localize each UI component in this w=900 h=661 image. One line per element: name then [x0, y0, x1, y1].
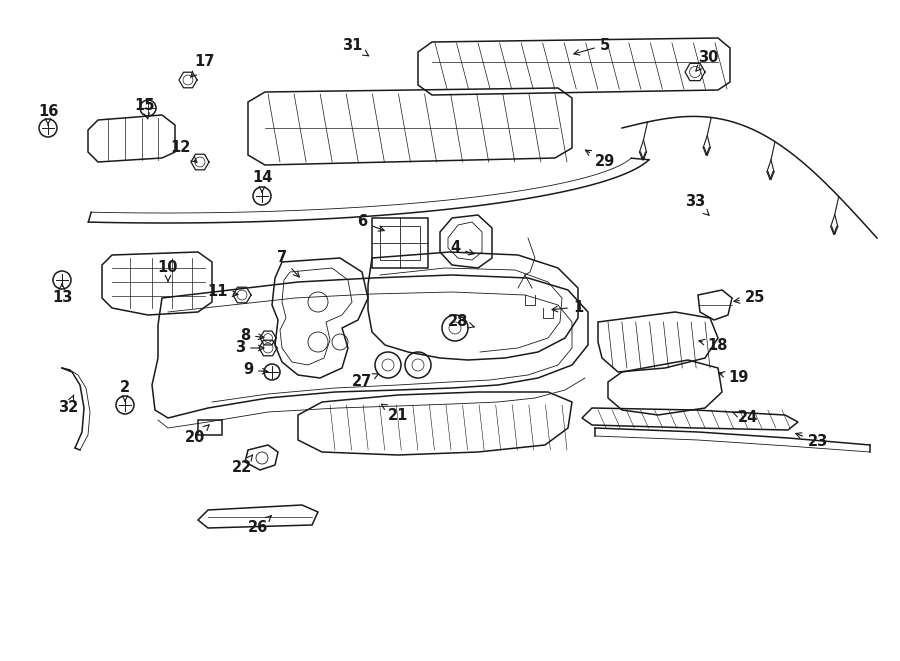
Text: 15: 15 [135, 98, 155, 119]
Text: 33: 33 [685, 194, 709, 215]
Text: 3: 3 [235, 340, 264, 356]
Text: 11: 11 [208, 284, 238, 299]
Text: 1: 1 [552, 299, 583, 315]
Text: 29: 29 [585, 150, 615, 169]
Text: 10: 10 [158, 260, 178, 282]
Text: 23: 23 [796, 433, 828, 449]
Text: 25: 25 [734, 290, 765, 305]
Text: 7: 7 [277, 251, 300, 277]
Text: 4: 4 [450, 241, 474, 256]
Text: 19: 19 [719, 371, 748, 385]
Text: 24: 24 [733, 410, 758, 426]
Text: 13: 13 [52, 284, 72, 305]
Text: 9: 9 [243, 362, 268, 377]
Text: 6: 6 [357, 215, 384, 231]
Text: 31: 31 [342, 38, 369, 56]
Text: 12: 12 [170, 141, 197, 163]
Text: 27: 27 [352, 374, 378, 389]
Text: 16: 16 [38, 104, 58, 125]
Text: 5: 5 [574, 38, 610, 55]
Text: 17: 17 [191, 54, 215, 77]
Text: 32: 32 [58, 395, 78, 416]
Text: 14: 14 [252, 171, 272, 192]
Text: 21: 21 [382, 404, 409, 422]
Text: 22: 22 [232, 455, 253, 475]
Text: 30: 30 [696, 50, 718, 71]
Text: 18: 18 [699, 338, 728, 352]
Text: 20: 20 [184, 425, 209, 446]
Text: 8: 8 [240, 327, 264, 342]
Text: 28: 28 [448, 315, 474, 329]
Text: 26: 26 [248, 516, 271, 535]
Text: 2: 2 [120, 381, 130, 401]
